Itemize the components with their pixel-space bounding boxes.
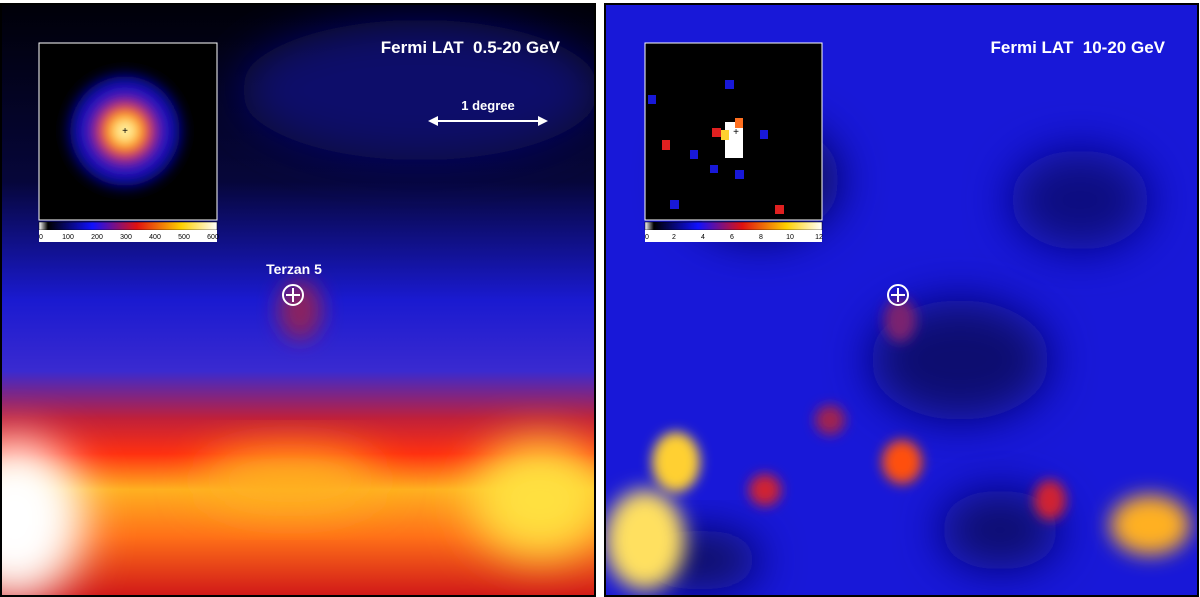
colorbar-label: 6 <box>730 234 734 241</box>
colorbar-label: 200 <box>91 234 103 241</box>
colorbar-label: 0 <box>645 234 649 241</box>
panel-title: Fermi LAT 0.5-20 GeV <box>381 38 561 57</box>
colorbar-labels: 0 100 200 300 400 500 600 <box>39 234 219 241</box>
colorbar-label: 8 <box>759 234 763 241</box>
colorbar-label: 600 <box>207 234 219 241</box>
left-map <box>1 4 595 596</box>
marker: + <box>122 126 128 137</box>
source-label: Terzan 5 <box>266 261 322 277</box>
colorbar-label: 10 <box>786 234 794 241</box>
colorbar-label: 100 <box>62 234 74 241</box>
colorbar-label: 2 <box>672 234 676 241</box>
inset-pixels <box>648 80 784 214</box>
colorbar-label: 400 <box>149 234 161 241</box>
colorbar-label: 12 <box>815 234 823 241</box>
marker: + <box>733 127 739 138</box>
colorbar-label: 4 <box>701 234 705 241</box>
scale-label: 1 degree <box>461 98 514 113</box>
colorbar-label: 500 <box>178 234 190 241</box>
colorbar-labels: 0 2 4 6 8 10 12 <box>645 234 823 241</box>
panel-title: Fermi LAT 10-20 GeV <box>991 38 1166 57</box>
colorbar-label: 300 <box>120 234 132 241</box>
scale-arrow <box>428 116 548 126</box>
source-marker <box>887 284 909 306</box>
source-marker <box>282 284 304 306</box>
colorbar-label: 0 <box>39 234 43 241</box>
